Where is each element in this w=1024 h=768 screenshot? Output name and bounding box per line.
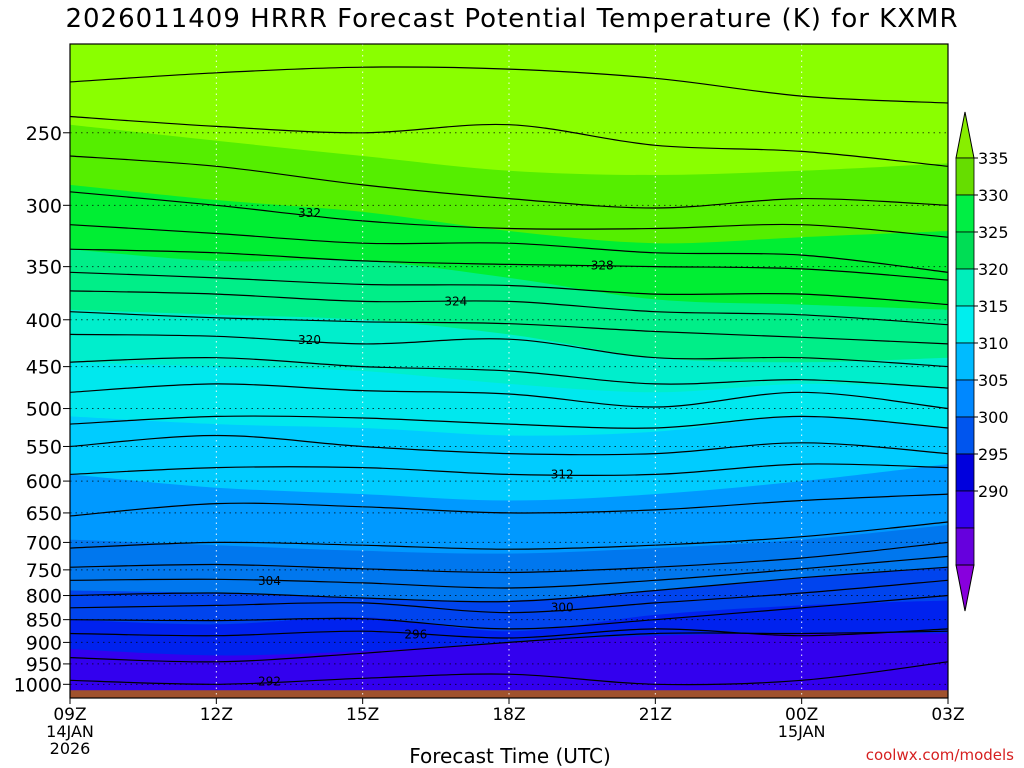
x-tick-label: 18Z bbox=[492, 705, 525, 725]
contour-line bbox=[70, 521, 948, 550]
y-tick-label: 450 bbox=[26, 357, 62, 379]
contour-label: 312 bbox=[551, 467, 574, 481]
colorbar-label: 295 bbox=[978, 445, 1009, 464]
y-tick-label: 750 bbox=[26, 560, 62, 582]
contour-label: 300 bbox=[551, 601, 574, 615]
contour-line bbox=[70, 541, 948, 574]
colorbar-swatch bbox=[955, 342, 975, 381]
grid-lines bbox=[70, 44, 948, 698]
contour-line bbox=[70, 555, 948, 589]
chart-title: 2026011409 HRRR Forecast Potential Tempe… bbox=[65, 4, 959, 34]
source-watermark: coolwx.com/models bbox=[865, 746, 1014, 764]
y-tick-label: 600 bbox=[26, 471, 62, 493]
colorbar-arrow-bottom bbox=[955, 564, 975, 612]
contour-line bbox=[70, 115, 948, 167]
colorbar-swatch bbox=[955, 416, 975, 455]
colorbar-label: 305 bbox=[978, 371, 1009, 390]
x-tick-label: 12Z bbox=[200, 705, 233, 725]
colorbar-label: 335 bbox=[978, 149, 1009, 168]
colorbar-label: 315 bbox=[978, 297, 1009, 316]
contour-line bbox=[70, 383, 948, 410]
contour-line bbox=[70, 224, 948, 273]
colorbar: 335 330 325 320 315 310 305 300 295 290 bbox=[955, 111, 1009, 612]
y-tick-label: 350 bbox=[26, 257, 62, 279]
contour-label: 296 bbox=[404, 628, 427, 642]
contour-line bbox=[70, 333, 948, 368]
colorbar-swatch bbox=[955, 490, 975, 529]
colorbar-swatch bbox=[955, 268, 975, 307]
colorbar-label: 310 bbox=[978, 334, 1009, 353]
x-tick-label: 15Z bbox=[346, 705, 379, 725]
contour-line bbox=[70, 661, 948, 686]
contour-line bbox=[70, 594, 948, 630]
y-tick-label: 700 bbox=[26, 532, 62, 554]
colorbar-swatch bbox=[955, 305, 975, 344]
contour-line bbox=[70, 290, 948, 326]
colorbar-swatch bbox=[955, 194, 975, 233]
contour-line bbox=[70, 248, 948, 281]
y-tick-label: 500 bbox=[26, 399, 62, 421]
contour-line bbox=[70, 155, 948, 209]
x-tick-label: 00Z bbox=[785, 705, 818, 725]
contour-line bbox=[70, 191, 948, 238]
x-tick-date: 15JAN bbox=[778, 722, 826, 741]
y-tick-label: 400 bbox=[26, 310, 62, 332]
y-tick-label: 900 bbox=[26, 632, 62, 654]
contour-line bbox=[70, 463, 948, 477]
contour-line bbox=[70, 493, 948, 517]
x-tick-label: 21Z bbox=[639, 705, 672, 725]
y-tick-label: 950 bbox=[26, 654, 62, 676]
x-axis-label: Forecast Time (UTC) bbox=[409, 744, 611, 768]
colorbar-arrow-top bbox=[955, 111, 975, 159]
contour-label: 320 bbox=[298, 333, 321, 347]
contour-label: 332 bbox=[298, 206, 321, 220]
contour-line bbox=[70, 415, 948, 429]
contour-line bbox=[70, 357, 948, 389]
x-tick-date: 14JAN bbox=[46, 722, 94, 741]
contour-line bbox=[70, 566, 948, 603]
contour-line bbox=[70, 628, 948, 639]
y-tick-label: 1000 bbox=[14, 674, 62, 696]
y-tick-label: 250 bbox=[26, 123, 62, 145]
y-tick-label: 550 bbox=[26, 436, 62, 458]
y-tick-label: 300 bbox=[26, 195, 62, 217]
colorbar-swatch bbox=[955, 527, 975, 566]
contour-line bbox=[70, 271, 948, 306]
contour-label: 328 bbox=[591, 259, 614, 273]
colorbar-label: 325 bbox=[978, 223, 1009, 242]
contour-lines: 332 328 324 320 312 304 300 296 292 bbox=[70, 66, 948, 688]
colorbar-swatch bbox=[955, 157, 975, 196]
colorbar-label: 290 bbox=[978, 482, 1009, 501]
y-tick-label: 850 bbox=[26, 610, 62, 632]
y-tick-label: 650 bbox=[26, 503, 62, 525]
filled-bands bbox=[70, 44, 948, 698]
contour-line bbox=[70, 66, 948, 104]
contour-line bbox=[70, 311, 948, 345]
colorbar-label: 330 bbox=[978, 186, 1009, 205]
x-tick-label: 03Z bbox=[931, 705, 964, 725]
colorbar-label: 300 bbox=[978, 408, 1009, 427]
colorbar-swatch bbox=[955, 231, 975, 270]
colorbar-swatch bbox=[955, 379, 975, 418]
x-tick-label: 09Z bbox=[53, 705, 86, 725]
contour-label: 324 bbox=[444, 294, 467, 308]
colorbar-swatch bbox=[955, 453, 975, 492]
y-axis: 2503003504004505005506006507007508008509… bbox=[14, 123, 70, 696]
contour-line bbox=[70, 579, 948, 614]
contour-label: 292 bbox=[258, 674, 281, 688]
x-tick-year: 2026 bbox=[50, 739, 91, 758]
colorbar-label: 320 bbox=[978, 260, 1009, 279]
contour-label: 304 bbox=[258, 574, 281, 588]
contour-line bbox=[70, 630, 948, 663]
y-tick-label: 800 bbox=[26, 586, 62, 608]
contour-line bbox=[70, 434, 948, 456]
